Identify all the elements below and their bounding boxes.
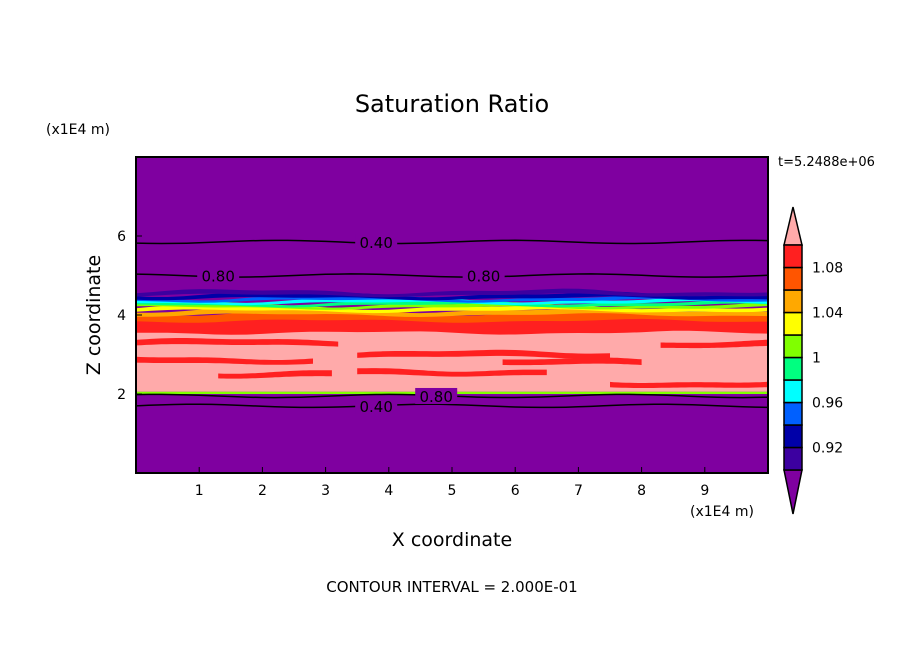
- contour-streak: [502, 357, 642, 366]
- contour-streak: [357, 368, 547, 377]
- contour-labels: 0.40 0.80 0.80 0.80 0.40: [197, 233, 505, 416]
- x-tick-label: 8: [637, 483, 646, 499]
- y-unit-label: (x1E4 m): [46, 122, 110, 138]
- colorbar-swatch: [783, 446, 803, 471]
- contour-label: 0.80: [467, 268, 500, 286]
- contour-streak: [357, 349, 610, 359]
- x-tick-label: 3: [321, 483, 330, 499]
- x-tick-label: 4: [384, 483, 393, 499]
- contour-label-bg: [197, 267, 240, 284]
- x-axis-label: X coordinate: [392, 529, 512, 551]
- contour-line: [135, 239, 769, 245]
- time-label: t=5.2488e+06: [778, 155, 875, 170]
- colorbar-swatch: [783, 244, 803, 269]
- colorbar: 0.92 0.96 1 1.04 1.08: [783, 206, 843, 515]
- x-tick-label: 2: [258, 483, 267, 499]
- y-tick-label: 6: [117, 229, 126, 245]
- colorbar-extend-max: [783, 206, 803, 246]
- x-tick-label: 7: [574, 483, 583, 499]
- contour-label-bg: [415, 387, 458, 404]
- chart-title: Saturation Ratio: [355, 90, 549, 118]
- colorbar-label: 0.92: [812, 441, 843, 457]
- contour-line: [135, 273, 769, 278]
- y-axis-label: Z coordinate: [83, 255, 105, 375]
- x-unit-label: (x1E4 m): [690, 504, 754, 520]
- contour-streak: [136, 356, 313, 365]
- colorbar-swatch: [783, 266, 803, 291]
- x-tick-label: 9: [700, 483, 709, 499]
- contour-label: 0.80: [201, 268, 234, 286]
- colorbar-swatch: [783, 379, 803, 404]
- colorbar-label: 1.08: [812, 261, 843, 277]
- colorbar-swatch: [783, 401, 803, 426]
- contour-streak: [660, 339, 768, 349]
- colorbar-label: 0.96: [812, 396, 843, 412]
- contour-field: [136, 157, 768, 473]
- axis-ticks: 1 2 3 4 5 6 7 8 9 2 4 6: [117, 229, 709, 499]
- x-tick-label: 5: [448, 483, 457, 499]
- contour-band: [136, 302, 768, 310]
- y-tick-label: 4: [117, 308, 126, 324]
- contour-band: [136, 288, 768, 298]
- x-tick-label: 6: [511, 483, 520, 499]
- colorbar-label: 1: [812, 351, 821, 367]
- contour-label: 0.80: [419, 388, 452, 406]
- contour-streak: [610, 381, 768, 388]
- contour-band: [136, 299, 768, 308]
- contour-line: [135, 403, 769, 409]
- x-tick-label: 1: [195, 483, 204, 499]
- colorbar-extend-min: [783, 469, 803, 515]
- contour-label-bg: [355, 397, 398, 414]
- contour-label: 0.40: [359, 234, 392, 252]
- colorbar-label: 1.04: [812, 306, 843, 322]
- contour-label-bg: [462, 267, 505, 284]
- contour-streak: [136, 338, 339, 347]
- contour-label: 0.40: [359, 398, 392, 416]
- contour-streak: [218, 370, 332, 379]
- contour-lines: [135, 239, 769, 409]
- colorbar-swatch: [783, 311, 803, 336]
- colorbar-swatch: [783, 424, 803, 449]
- colorbar-swatch: [783, 356, 803, 381]
- contour-interval-footer: CONTOUR INTERVAL = 2.000E-01: [326, 578, 577, 596]
- colorbar-swatch: [783, 289, 803, 314]
- contour-label-bg: [355, 233, 398, 250]
- colorbar-swatch: [783, 334, 803, 359]
- y-tick-label: 2: [117, 387, 126, 403]
